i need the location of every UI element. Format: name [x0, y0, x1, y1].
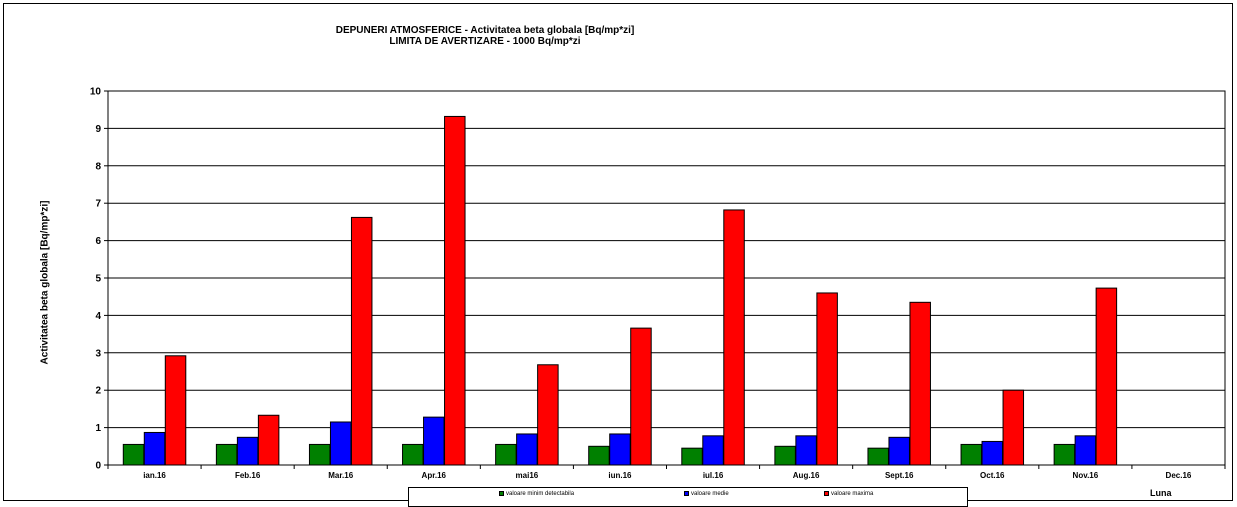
bar: [402, 443, 424, 466]
bar: [143, 431, 166, 466]
legend-item-mean: valoare medie: [684, 491, 729, 498]
bar: [537, 364, 559, 466]
bar: [308, 443, 331, 466]
bar: [1095, 287, 1118, 466]
bar: [888, 436, 910, 466]
bar: [423, 416, 445, 466]
legend-swatch-max: [824, 491, 829, 496]
y-tick-label: 9: [95, 124, 101, 135]
bar: [774, 445, 796, 466]
y-tick-label: 8: [95, 161, 101, 172]
x-tick-label: Dec.16: [1166, 471, 1192, 480]
bar: [1074, 435, 1097, 466]
legend: valoare minim detectabila valoare medie …: [408, 487, 968, 507]
bar: [867, 447, 889, 466]
bar: [122, 443, 145, 466]
bar: [609, 433, 631, 466]
bar: [516, 433, 538, 466]
x-tick-label: Aug.16: [793, 471, 820, 480]
bar: [795, 435, 817, 466]
y-tick-label: 1: [95, 423, 101, 434]
x-axis-label: Luna: [1150, 488, 1172, 498]
bar: [1002, 389, 1025, 466]
x-tick-label: Apr.16: [422, 471, 447, 480]
legend-label-max: valoare maxima: [831, 491, 874, 497]
y-tick-label: 6: [95, 236, 101, 247]
chart-subtitle: LIMITA DE AVERTIZARE - 1000 Bq/mp*zi: [389, 36, 581, 47]
legend-swatch-mean: [684, 491, 689, 496]
x-tick-label: iun.16: [608, 471, 632, 480]
legend-swatch-min: [499, 491, 504, 496]
bar: [164, 355, 187, 466]
bar: [329, 421, 352, 466]
bar: [495, 443, 517, 466]
x-tick-label: mai16: [516, 471, 539, 480]
legend-item-max: valoare maxima: [824, 491, 873, 498]
legend-label-min: valoare minim detectabila: [506, 491, 575, 497]
bar: [350, 216, 373, 466]
x-tick-label: Sept.16: [885, 471, 914, 480]
bar: [588, 445, 610, 466]
x-tick-label: Oct.16: [980, 471, 1005, 480]
bar: [909, 301, 931, 466]
bar: [681, 447, 703, 466]
x-tick-label: Feb.16: [235, 471, 261, 480]
x-tick-label: iul.16: [703, 471, 724, 480]
legend-label-mean: valoare medie: [691, 491, 729, 497]
x-tick-label: ian.16: [143, 471, 166, 480]
bar: [257, 414, 280, 466]
y-axis-label: Activitatea beta globala [Bq/mp*zi]: [39, 200, 51, 365]
y-tick-label: 2: [95, 386, 101, 397]
y-tick-label: 3: [95, 348, 101, 359]
legend-item-min: valoare minim detectabila: [499, 491, 574, 498]
bar: [444, 115, 466, 466]
bar: [723, 209, 745, 466]
bar: [215, 443, 238, 466]
y-tick-label: 10: [90, 87, 102, 98]
x-tick-label: Nov.16: [1073, 471, 1099, 480]
y-tick-label: 7: [95, 199, 101, 210]
chart-title: DEPUNERI ATMOSFERICE - Activitatea beta …: [335, 25, 635, 36]
bar: [630, 327, 652, 466]
bar: [816, 292, 838, 466]
bar: [1053, 443, 1076, 466]
bar: [981, 440, 1004, 466]
y-tick-label: 4: [95, 311, 101, 322]
bar: [702, 435, 724, 466]
y-tick-label: 5: [95, 274, 101, 285]
y-tick-label: 0: [95, 461, 101, 472]
x-tick-label: Mar.16: [328, 471, 353, 480]
bar: [960, 443, 983, 466]
bar: [236, 436, 259, 466]
